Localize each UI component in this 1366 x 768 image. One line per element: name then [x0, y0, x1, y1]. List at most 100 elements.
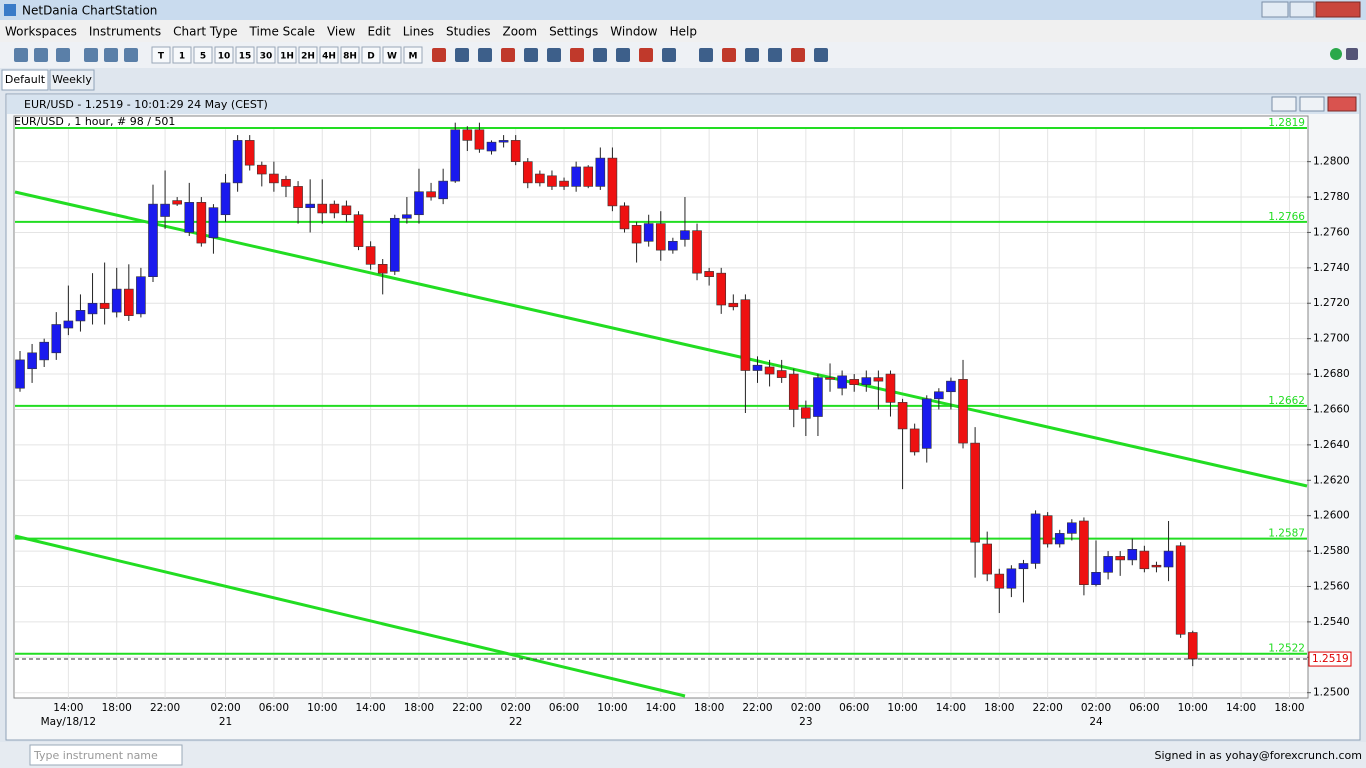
- candle-body: [1175, 545, 1186, 635]
- x-tick-label: 18:00: [984, 702, 1014, 714]
- toolbar-icon[interactable]: [662, 48, 676, 62]
- chart-maximize[interactable]: [1299, 96, 1325, 112]
- interval-button[interactable]: [340, 46, 360, 64]
- line-label: 1.2522: [1268, 643, 1305, 655]
- y-tick-label: 1.2660: [1313, 403, 1350, 415]
- interval-button[interactable]: [319, 46, 339, 64]
- menu-item[interactable]: Zoom: [502, 25, 537, 39]
- toolbar-icon[interactable]: [104, 48, 118, 62]
- candle-body: [982, 543, 993, 575]
- x-tick-label: 14:00: [355, 702, 385, 714]
- tab[interactable]: [49, 69, 95, 91]
- menu-item[interactable]: Workspaces: [5, 25, 77, 39]
- toolbar-icon[interactable]: [593, 48, 607, 62]
- interval-label[interactable]: 4H: [322, 52, 336, 62]
- chart-minimize[interactable]: [1271, 96, 1297, 112]
- menu-item[interactable]: Edit: [367, 25, 391, 39]
- candle-body: [196, 202, 207, 244]
- interval-button[interactable]: [235, 46, 255, 64]
- toolbar-icon[interactable]: [524, 48, 538, 62]
- toolbar-icon[interactable]: [124, 48, 138, 62]
- candle-body: [583, 166, 594, 187]
- toolbar-icon[interactable]: [34, 48, 48, 62]
- candle-body: [595, 157, 606, 187]
- interval-button[interactable]: [298, 46, 318, 64]
- close-button[interactable]: [1315, 1, 1361, 18]
- interval-button[interactable]: [193, 46, 213, 64]
- candle-body: [184, 202, 195, 233]
- toolbar-icon[interactable]: [56, 48, 70, 62]
- interval-label[interactable]: 1: [179, 52, 185, 62]
- toolbar-icon[interactable]: [84, 48, 98, 62]
- interval-label[interactable]: 10: [218, 52, 231, 62]
- toolbar-icon[interactable]: [745, 48, 759, 62]
- toolbar-icon[interactable]: [14, 48, 28, 62]
- y-tick-label: 1.2800: [1313, 156, 1350, 168]
- menu-item[interactable]: View: [327, 25, 356, 39]
- toolbar-icon[interactable]: [570, 48, 584, 62]
- toolbar-icon[interactable]: [791, 48, 805, 62]
- candle-body: [825, 377, 835, 380]
- interval-label[interactable]: D: [367, 52, 374, 62]
- interval-label[interactable]: 1H: [280, 52, 294, 62]
- toolbar-icon[interactable]: [768, 48, 782, 62]
- interval-button[interactable]: [172, 46, 192, 64]
- toolbar-icon[interactable]: [1330, 48, 1342, 60]
- x-tick-label: 06:00: [1129, 702, 1159, 714]
- menu-item[interactable]: Settings: [549, 25, 598, 39]
- interval-label[interactable]: M: [409, 52, 418, 62]
- interval-label[interactable]: 15: [239, 52, 252, 62]
- y-tick-label: 1.2640: [1313, 439, 1350, 451]
- interval-button[interactable]: [151, 46, 171, 64]
- interval-label[interactable]: 2H: [301, 52, 315, 62]
- tab-label[interactable]: Weekly: [52, 73, 92, 86]
- x-tick-label: 02:00: [791, 702, 821, 714]
- interval-button[interactable]: [361, 46, 381, 64]
- toolbar-icon[interactable]: [547, 48, 561, 62]
- minimize-button[interactable]: [1261, 1, 1289, 18]
- interval-button[interactable]: [382, 46, 402, 64]
- x-tick-label: 10:00: [597, 702, 627, 714]
- x-tick-label: 14:00: [646, 702, 676, 714]
- interval-button[interactable]: [214, 46, 234, 64]
- x-tick-label: 22:00: [452, 702, 482, 714]
- interval-label[interactable]: 8H: [343, 52, 357, 62]
- interval-button[interactable]: [277, 46, 297, 64]
- interval-label[interactable]: 30: [260, 52, 273, 62]
- candle-body: [1127, 549, 1138, 561]
- interval-label[interactable]: 5: [200, 52, 206, 62]
- menu-item[interactable]: Time Scale: [248, 25, 314, 39]
- menu-item[interactable]: Studies: [446, 25, 491, 39]
- toolbar-icon[interactable]: [455, 48, 469, 62]
- toolbar-icon[interactable]: [616, 48, 630, 62]
- menu-item[interactable]: Instruments: [89, 25, 161, 39]
- toolbar-icon[interactable]: [699, 48, 713, 62]
- maximize-button[interactable]: [1289, 1, 1315, 18]
- tab[interactable]: [1, 69, 49, 91]
- menu-bar: [0, 20, 1366, 42]
- toolbar-icon[interactable]: [501, 48, 515, 62]
- instrument-input[interactable]: [29, 744, 183, 766]
- y-tick-label: 1.2620: [1313, 474, 1350, 486]
- menu-item[interactable]: Chart Type: [173, 25, 237, 39]
- candle-body: [1187, 632, 1198, 660]
- toolbar-icon[interactable]: [478, 48, 492, 62]
- menu-item[interactable]: Help: [670, 25, 697, 39]
- toolbar-icon[interactable]: [722, 48, 736, 62]
- candle-body: [849, 379, 860, 385]
- x-tick-label: 06:00: [549, 702, 579, 714]
- interval-label[interactable]: W: [387, 52, 397, 62]
- candle-body: [1079, 520, 1089, 586]
- toolbar-icon[interactable]: [432, 48, 446, 62]
- candle-body: [704, 271, 714, 277]
- menu-item[interactable]: Lines: [403, 25, 434, 39]
- interval-label[interactable]: T: [158, 52, 165, 62]
- toolbar-icon[interactable]: [1346, 48, 1358, 60]
- interval-button[interactable]: [403, 46, 423, 64]
- interval-button[interactable]: [256, 46, 276, 64]
- tab-label[interactable]: Default: [5, 73, 46, 86]
- toolbar-icon[interactable]: [639, 48, 653, 62]
- toolbar-icon[interactable]: [814, 48, 828, 62]
- chart-close[interactable]: [1327, 96, 1357, 112]
- menu-item[interactable]: Window: [610, 25, 658, 39]
